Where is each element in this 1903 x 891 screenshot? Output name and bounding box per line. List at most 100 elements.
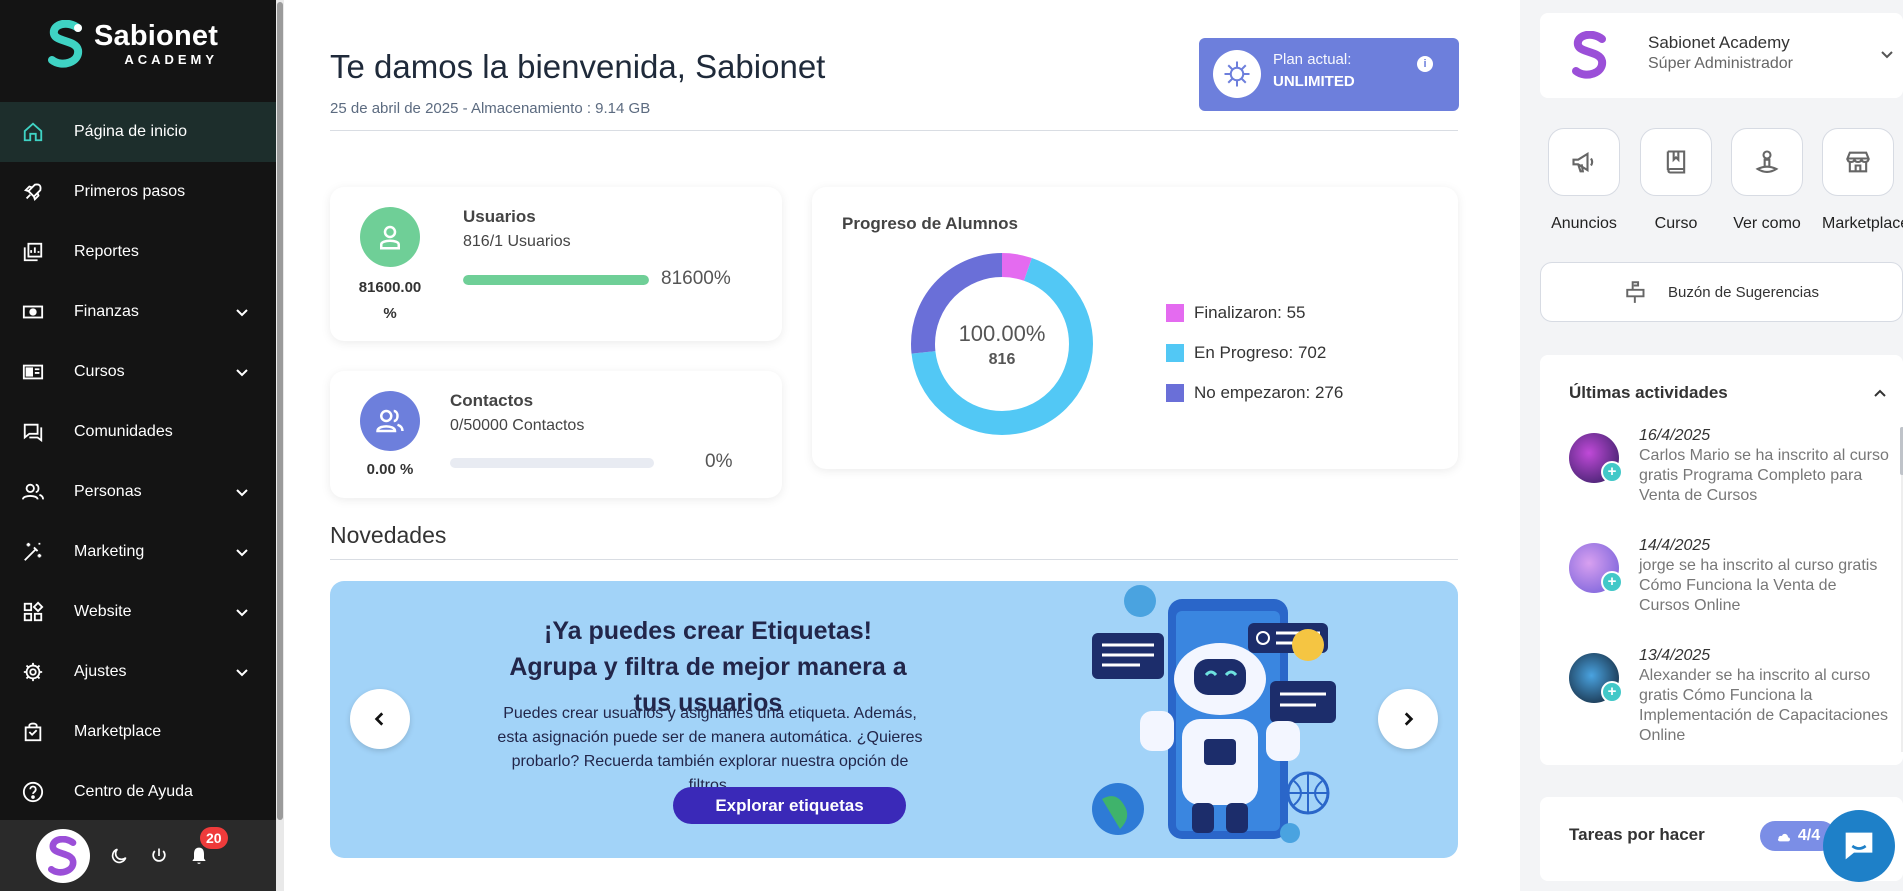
activities-scrollbar[interactable]	[1900, 427, 1903, 752]
divider	[330, 130, 1458, 131]
suggestions-label: Buzón de Sugerencias	[1668, 283, 1819, 301]
sidebar: Sabionet ACADEMY Página de inicio Primer…	[0, 0, 276, 891]
donut-slice-no-empezaron[interactable]	[911, 253, 1093, 435]
activity-text: Alexander se ha inscrito al curso gratis…	[1639, 667, 1889, 744]
chevron-down-icon	[236, 609, 248, 617]
legend-swatch	[1166, 384, 1184, 402]
chevron-down-icon	[236, 549, 248, 557]
users-progress-bar	[463, 275, 649, 285]
avatar[interactable]	[36, 828, 90, 883]
quick-action-label: Anuncios	[1551, 215, 1617, 232]
page-title: Te damos la bienvenida, Sabionet	[330, 48, 826, 85]
plus-icon: +	[1601, 461, 1623, 483]
power-icon[interactable]	[148, 845, 170, 867]
sidebar-item-cursos[interactable]: Cursos	[0, 342, 276, 402]
sidebar-item-marketplace[interactable]: Marketplace	[0, 702, 276, 762]
help-icon	[21, 780, 45, 804]
sidebar-item-label: Cursos	[74, 363, 125, 380]
tasks-count: 4/4	[1797, 827, 1821, 844]
progress-title: Progreso de Alumnos	[842, 214, 1019, 233]
activity-date: 16/4/2025	[1639, 427, 1711, 444]
mailbox-icon	[1626, 281, 1645, 303]
legend-swatch	[1166, 344, 1184, 362]
explore-tags-button[interactable]: Explorar etiquetas	[673, 787, 906, 824]
chevron-down-icon	[236, 309, 248, 317]
plan-icon	[1213, 50, 1261, 98]
reports-icon	[21, 240, 45, 264]
chart-legend: Finalizaron: 55 En Progreso: 702 No empe…	[1166, 293, 1343, 413]
banner-text: Puedes crear usuarios y asignarles una e…	[497, 705, 923, 794]
sidebar-item-website[interactable]: Website	[0, 582, 276, 642]
sidebar-item-primeros-pasos[interactable]: Primeros pasos	[0, 162, 276, 222]
chevron-down-icon	[236, 369, 248, 377]
right-panel: Sabionet Academy Súper Administrador Anu…	[1520, 0, 1903, 891]
sidebar-item-label: Personas	[74, 483, 142, 500]
sidebar-item-label: Marketplace	[74, 723, 162, 740]
users-percent: 81600.00 %	[346, 275, 434, 327]
donut-center: 100.00% 816	[902, 321, 1102, 369]
brand-logo[interactable]: Sabionet ACADEMY	[48, 20, 218, 68]
carousel-next-button[interactable]	[1378, 689, 1438, 749]
chat-button[interactable]	[1823, 810, 1895, 882]
robot-illustration	[1092, 585, 1336, 843]
book-icon	[1640, 128, 1712, 196]
bell-icon[interactable]: 20	[188, 826, 228, 867]
legend-item-en-progreso[interactable]: En Progreso: 702	[1166, 333, 1343, 373]
person-view-icon	[1731, 128, 1803, 196]
magic-wand-icon	[21, 540, 45, 564]
legend-item-finalizaron[interactable]: Finalizaron: 55	[1166, 293, 1343, 333]
student-progress-card: Progreso de Alumnos 100.00% 816 Finaliza…	[812, 187, 1458, 469]
shopping-bag-icon	[21, 720, 45, 744]
carousel-prev-button[interactable]	[350, 689, 410, 749]
users-sub: 816/1 Usuarios	[463, 233, 571, 250]
sidebar-item-ayuda[interactable]: Centro de Ayuda	[0, 762, 276, 822]
sabionet-avatar-logo-icon	[48, 835, 77, 876]
megaphone-icon	[1548, 128, 1620, 196]
sidebar-nav: Página de inicio Primeros pasos Reportes…	[0, 102, 276, 822]
plan-card[interactable]: Plan actual: UNLIMITED i	[1199, 38, 1459, 111]
quick-action-curso[interactable]: Curso	[1640, 128, 1712, 233]
profile-name: Sabionet Academy	[1648, 33, 1790, 52]
activity-text: Carlos Mario se ha inscrito al curso gra…	[1639, 447, 1889, 504]
suggestions-button[interactable]: Buzón de Sugerencias	[1540, 262, 1903, 322]
chevron-up-icon[interactable]	[1872, 385, 1888, 401]
quick-action-ver-como[interactable]: Ver como	[1731, 128, 1803, 233]
quick-action-marketplace[interactable]: Marketplace	[1822, 128, 1903, 233]
cloud-icon	[1777, 833, 1790, 842]
quick-action-label: Curso	[1654, 215, 1698, 232]
donut-slice-en-progreso[interactable]	[911, 253, 1093, 435]
users-progress-fill	[463, 275, 649, 285]
sidebar-item-label: Website	[74, 603, 132, 620]
info-icon[interactable]: i	[1417, 56, 1433, 72]
plus-icon: +	[1601, 681, 1623, 703]
news-title: Novedades	[330, 522, 447, 548]
chat-bubble-icon	[1845, 832, 1873, 860]
users-percent-value: 81600.00	[358, 279, 422, 296]
profile-card[interactable]: Sabionet Academy Súper Administrador	[1540, 13, 1903, 98]
news-banner: ¡Ya puedes crear Etiquetas! Agrupa y fil…	[330, 581, 1458, 858]
moon-icon[interactable]	[108, 845, 130, 867]
contacts-percent: 0.00 %	[366, 461, 414, 478]
chevron-down-icon[interactable]	[1879, 46, 1895, 62]
quick-action-label: Marketplace	[1822, 215, 1903, 232]
sidebar-item-reportes[interactable]: Reportes	[0, 222, 276, 282]
activity-date: 13/4/2025	[1639, 647, 1711, 664]
sidebar-item-finanzas[interactable]: Finanzas	[0, 282, 276, 342]
brand-name: Sabionet	[94, 20, 219, 52]
users-bar-text: 81600%	[661, 268, 731, 289]
chevron-left-icon	[374, 712, 384, 726]
legend-item-no-empezaron[interactable]: No empezaron: 276	[1166, 373, 1343, 413]
quick-action-label: Ver como	[1733, 215, 1801, 232]
sidebar-item-personas[interactable]: Personas	[0, 462, 276, 522]
sidebar-item-marketing[interactable]: Marketing	[0, 522, 276, 582]
sidebar-item-inicio[interactable]: Página de inicio	[0, 102, 276, 162]
quick-action-anuncios[interactable]: Anuncios	[1548, 128, 1620, 233]
sidebar-item-label: Marketing	[74, 543, 145, 560]
sidebar-item-comunidades[interactable]: Comunidades	[0, 402, 276, 462]
contacts-title: Contactos	[450, 391, 534, 410]
plan-value: UNLIMITED	[1273, 73, 1355, 90]
sidebar-item-ajustes[interactable]: Ajustes	[0, 642, 276, 702]
widgets-icon	[21, 600, 45, 624]
chevron-down-icon	[236, 489, 248, 497]
banner-heading: ¡Ya puedes crear Etiquetas! Agrupa y fil…	[509, 617, 907, 717]
